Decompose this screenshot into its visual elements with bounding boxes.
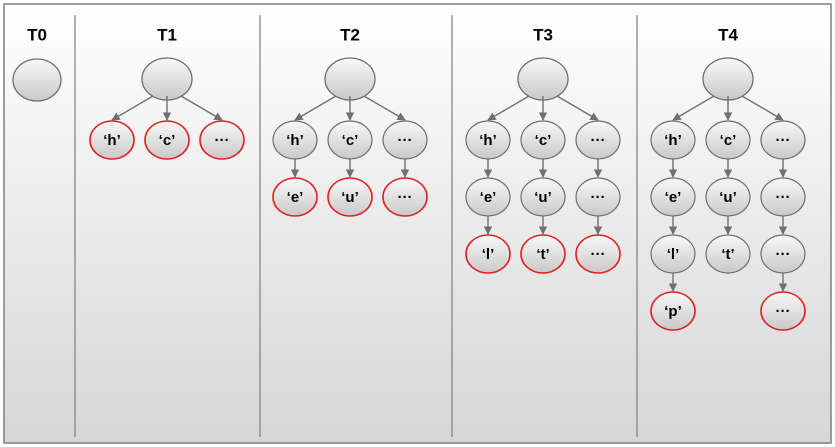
columns: T0 T1 ‘h’ ‘c’ ··· T2 ‘h’ ‘e’ ‘c’ ‘u’ ··· ··· T3 ‘h’ ‘e… [12,25,806,331]
trie-node-label: ‘t’ [536,246,549,263]
trie-node-label: ‘u’ [719,189,737,206]
edge-arrow [294,95,337,121]
trie-node-label: ··· [776,132,791,149]
column-dividers [74,15,638,437]
trie-node-new [327,177,373,217]
trie-node-label: ‘e’ [665,189,682,206]
branch-2: ··· ··· ··· [556,95,621,274]
edge-arrow [741,95,784,121]
trie-node-label: ··· [591,132,606,149]
trie-node-label: ‘u’ [534,189,552,206]
trie-node-new [760,291,806,331]
column-label: T4 [718,25,738,44]
trie-node-label: ‘c’ [342,132,359,149]
column-t0: T0 [12,25,62,102]
trie-node-new [144,120,190,160]
branch-2: ··· ··· [363,95,428,217]
trie-node-new [199,120,245,160]
trie-node-label: ‘p’ [664,303,682,320]
trie-node-label: ··· [591,189,606,206]
branch-2: ··· [180,95,245,160]
trie-node-label: ··· [776,303,791,320]
trie-node-label: ‘e’ [480,189,497,206]
trie-node-new [650,291,696,331]
trie-node-label: ··· [398,189,413,206]
edge-arrow [180,95,223,121]
root-node [141,57,193,101]
root-node [702,57,754,101]
branch-1: ‘c’ ‘u’ ‘t’ [520,96,566,274]
trie-node-label: ··· [398,132,413,149]
branch-1: ‘c’ ‘u’ ‘t’ [705,96,751,274]
trie-node-label: ‘h’ [286,132,304,149]
edge-arrow [363,95,406,121]
root-node [12,58,62,102]
trie-node-label: ‘h’ [479,132,497,149]
trie-node-new [89,120,135,160]
branch-0: ‘h’ ‘e’ [272,95,337,217]
branch-1: ‘c’ [144,96,190,160]
branch-0: ‘h’ ‘e’ ‘l’ [465,95,530,274]
column-t2: T2 ‘h’ ‘e’ ‘c’ ‘u’ ··· ··· [272,25,428,217]
trie-node-new [272,177,318,217]
trie-node-new [575,234,621,274]
trie-node-label: ‘c’ [535,132,552,149]
trie-node-label: ‘h’ [664,132,682,149]
trie-node-label: ··· [776,189,791,206]
column-label: T0 [27,25,47,44]
root-node [517,57,569,101]
trie-node-new [382,177,428,217]
edge-arrow [672,95,715,121]
edge-arrow [556,95,599,121]
column-label: T3 [533,25,553,44]
trie-node-label: ‘h’ [103,132,121,149]
trie-node-new [465,234,511,274]
column-t1: T1 ‘h’ ‘c’ ··· [89,25,245,160]
trie-node-label: ‘u’ [341,189,359,206]
edge-arrow [487,95,530,121]
trie-node-label: ··· [776,246,791,263]
branch-1: ‘c’ ‘u’ [327,96,373,217]
trie-node-label: ‘l’ [482,246,495,263]
trie-node-label: ‘t’ [721,246,734,263]
trie-node [705,234,751,274]
column-t4: T4 ‘h’ ‘e’ ‘l’ ‘p’ ‘c’ ‘u’ ‘t’ ··· ··· ··· ··· [650,25,806,331]
branch-2: ··· ··· ··· ··· [741,95,806,331]
trie-node-new [520,234,566,274]
trie-node-label: ‘c’ [720,132,737,149]
branch-0: ‘h’ ‘e’ ‘l’ ‘p’ [650,95,715,331]
trie-node-label: ‘c’ [159,132,176,149]
trie-node-label: ‘l’ [667,246,680,263]
column-t3: T3 ‘h’ ‘e’ ‘l’ ‘c’ ‘u’ ‘t’ ··· ··· ··· [465,25,621,274]
edge-arrow [111,95,154,121]
branch-0: ‘h’ [89,95,154,160]
trie-node-label: ··· [215,132,230,149]
trie-node-label: ‘e’ [287,189,304,206]
column-label: T2 [340,25,360,44]
trie-node-label: ··· [591,246,606,263]
root-node [324,57,376,101]
column-label: T1 [157,25,177,44]
